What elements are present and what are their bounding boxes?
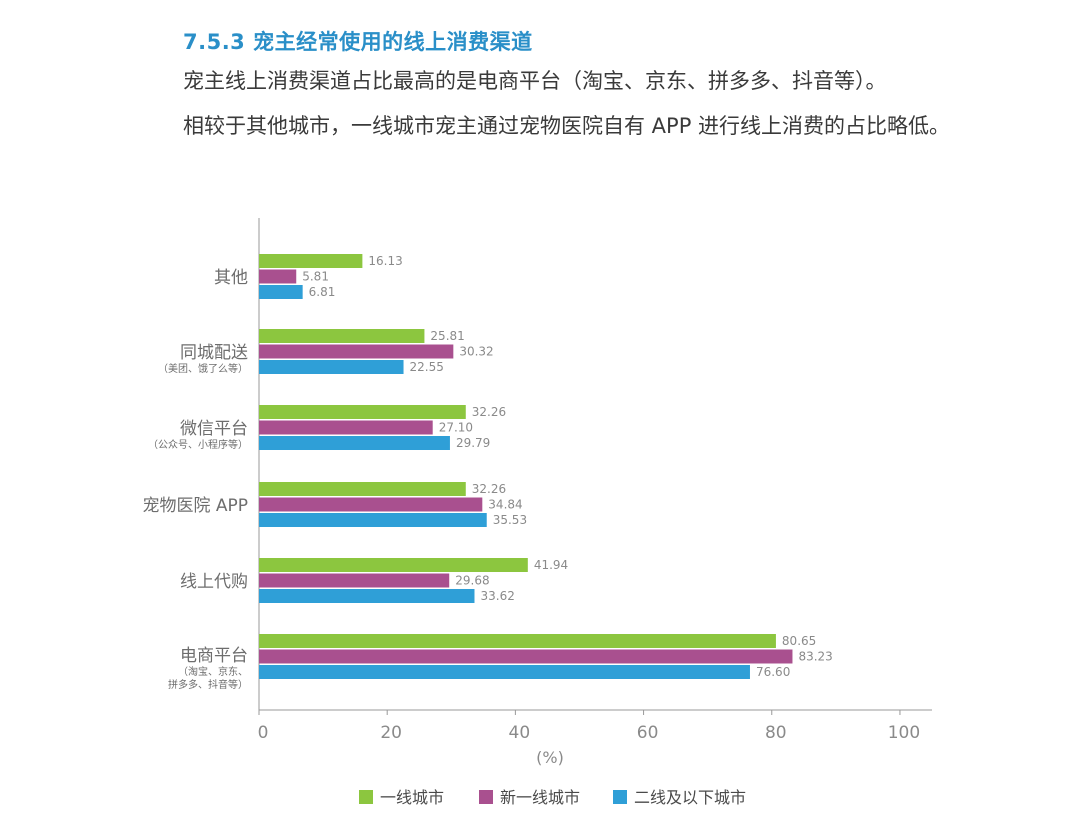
- chart-bars: [259, 254, 793, 679]
- bar-value-label: 29.68: [455, 574, 489, 588]
- bar-value-label: 27.10: [439, 421, 473, 435]
- bar-value-label: 32.26: [472, 405, 506, 419]
- bar-2-2: [259, 344, 454, 359]
- bar-3-1: [259, 405, 466, 419]
- category-label: 其他: [214, 268, 248, 288]
- x-tick-label: 0: [258, 723, 269, 743]
- x-tick-label: 80: [765, 723, 787, 743]
- legend-swatch: [479, 790, 493, 804]
- category-sublabel: （淘宝、京东、: [178, 665, 248, 678]
- intro-paragraph: 宠主线上消费渠道占比最高的是电商平台（淘宝、京东、拼多多、抖音等）。: [183, 69, 887, 93]
- chart-labels: 16.13 5.816.81 其他 25.81 30.32 22.55 同城配送（美团、饿了…: [142, 254, 832, 691]
- legend-label: 一线城市: [380, 788, 444, 807]
- bar-6-2: [259, 649, 793, 664]
- bar-5-2: [259, 573, 450, 588]
- category-sublabel: （美团、饿了么等）: [158, 362, 248, 375]
- category-sublabel: （公众号、小程序等）: [148, 438, 248, 451]
- category-label: 线上代购: [180, 572, 248, 592]
- bar-3-2: [259, 420, 433, 435]
- category-label: 宠物医院 APP: [142, 496, 248, 516]
- chart-ticks: 0 20 40 60 80 100: [258, 710, 920, 743]
- x-tick-label: 20: [380, 723, 402, 743]
- legend-swatch: [613, 790, 627, 804]
- bar-value-label: 22.55: [410, 360, 444, 374]
- bar-value-label: 83.23: [798, 650, 832, 664]
- bar-value-label: 41.94: [534, 558, 568, 572]
- bar-6-1: [259, 634, 776, 648]
- bar-value-label: 5.81: [302, 270, 329, 284]
- category-sublabel: 拼多多、抖音等）: [168, 678, 248, 691]
- bar-value-label: 29.79: [456, 436, 490, 450]
- x-tick-label: 40: [509, 723, 531, 743]
- bar-4-3: [259, 513, 487, 527]
- bar-6-3: [259, 665, 750, 679]
- bar-1-3: [259, 285, 303, 299]
- x-tick-label: 100: [888, 723, 920, 743]
- bar-5-3: [259, 589, 475, 603]
- bar-value-label: 16.13: [368, 254, 402, 268]
- bar-value-label: 33.62: [480, 589, 514, 603]
- bar-value-label: 80.65: [782, 634, 816, 648]
- x-tick-label: 60: [637, 723, 659, 743]
- comparison-paragraph: 相较于其他城市，一线城市宠主通过宠物医院自有 APP 进行线上消费的占比略低。: [183, 114, 951, 138]
- bar-2-3: [259, 360, 404, 374]
- bar-5-1: [259, 558, 528, 572]
- bar-3-3: [259, 436, 450, 450]
- legend-label: 新一线城市: [500, 788, 580, 807]
- x-axis-unit: (%): [536, 748, 564, 767]
- bar-4-1: [259, 482, 466, 496]
- bar-4-2: [259, 497, 483, 512]
- bar-1-2: [259, 269, 297, 284]
- category-label: 电商平台: [180, 646, 248, 666]
- bar-value-label: 6.81: [309, 285, 336, 299]
- bar-1-1: [259, 254, 363, 268]
- bar-value-label: 25.81: [430, 329, 464, 343]
- bar-value-label: 32.26: [472, 482, 506, 496]
- bar-value-label: 35.53: [493, 513, 527, 527]
- bar-value-label: 34.84: [488, 498, 522, 512]
- category-label: 微信平台: [180, 419, 248, 439]
- bar-value-label: 30.32: [459, 345, 493, 359]
- category-label: 同城配送: [180, 343, 248, 363]
- bar-2-1: [259, 329, 425, 343]
- chart-legend: 一线城市 新一线城市 二线及以下城市: [359, 788, 746, 807]
- section-title: 7.5.3 宠主经常使用的线上消费渠道: [183, 30, 533, 54]
- legend-swatch: [359, 790, 373, 804]
- chart-axes: [258, 218, 932, 711]
- bar-value-label: 76.60: [756, 665, 790, 679]
- legend-label: 二线及以下城市: [634, 788, 746, 807]
